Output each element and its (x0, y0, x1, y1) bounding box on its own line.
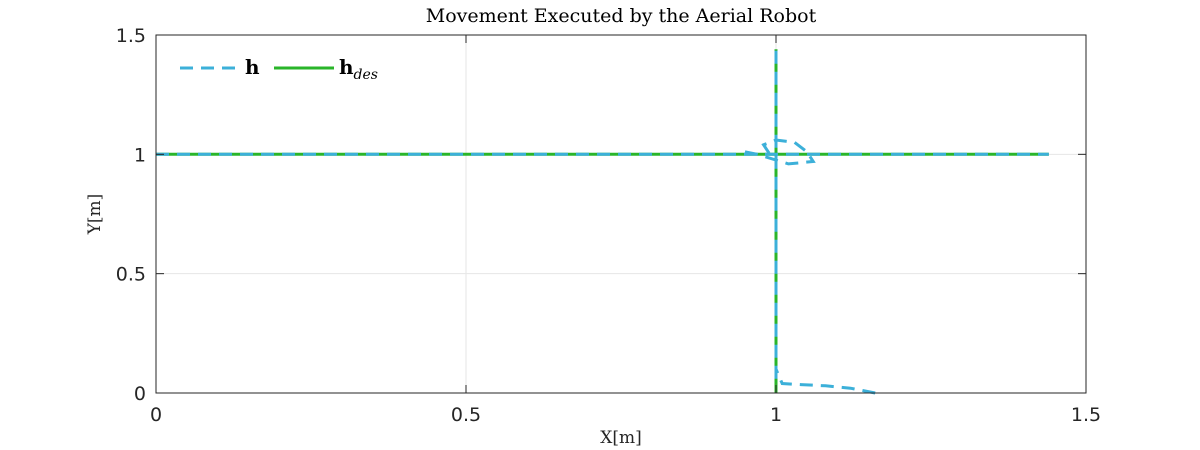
y-tick-label: 0 (134, 383, 146, 405)
tick-labels: 0 0.5 1 1.5 0 0.5 1 1.5 (116, 25, 1101, 426)
y-tick-label: 1 (134, 144, 146, 166)
y-tick-label: 1.5 (116, 25, 146, 47)
tick-marks (155, 34, 1087, 394)
legend: h hdes (180, 55, 378, 83)
chart-title: Movement Executed by the Aerial Robot (426, 5, 817, 27)
x-tick-label: 0.5 (451, 404, 481, 426)
plot-frame (155, 34, 1087, 394)
x-tick-label: 1.5 (1071, 404, 1101, 426)
x-axis-label: X[m] (600, 428, 642, 448)
legend-label-hdes-main: h (339, 55, 354, 79)
plot-area (156, 35, 1086, 393)
y-tick-label: 0.5 (116, 264, 146, 286)
x-tick-label: 0 (150, 404, 162, 426)
y-axis-label: Y[m] (85, 194, 105, 236)
x-tick-label: 1 (770, 404, 782, 426)
legend-label-hdes: hdes (339, 55, 378, 83)
series-h-start-tail (774, 368, 876, 395)
series-layer (156, 49, 1049, 395)
legend-label-h: h (245, 55, 260, 79)
series-h-line (744, 138, 816, 166)
legend-label-hdes-sub: des (354, 67, 378, 83)
